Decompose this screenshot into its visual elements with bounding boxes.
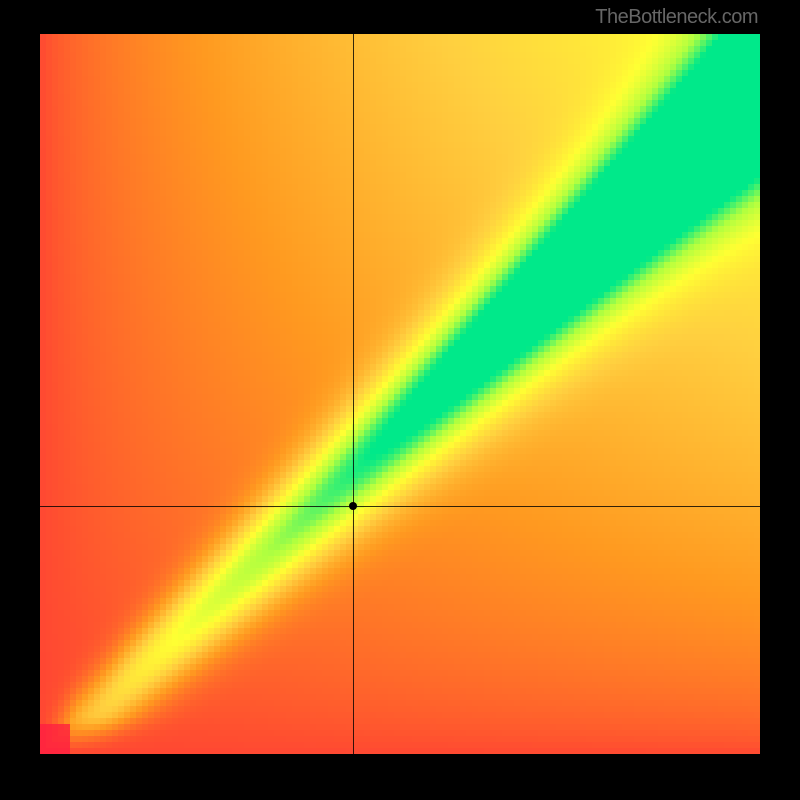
crosshair-vertical xyxy=(353,34,354,754)
watermark-text: TheBottleneck.com xyxy=(595,6,758,29)
operating-point-marker xyxy=(349,502,357,510)
heatmap-canvas xyxy=(40,34,760,754)
heatmap-plot-area xyxy=(40,34,760,754)
crosshair-horizontal xyxy=(40,506,760,507)
